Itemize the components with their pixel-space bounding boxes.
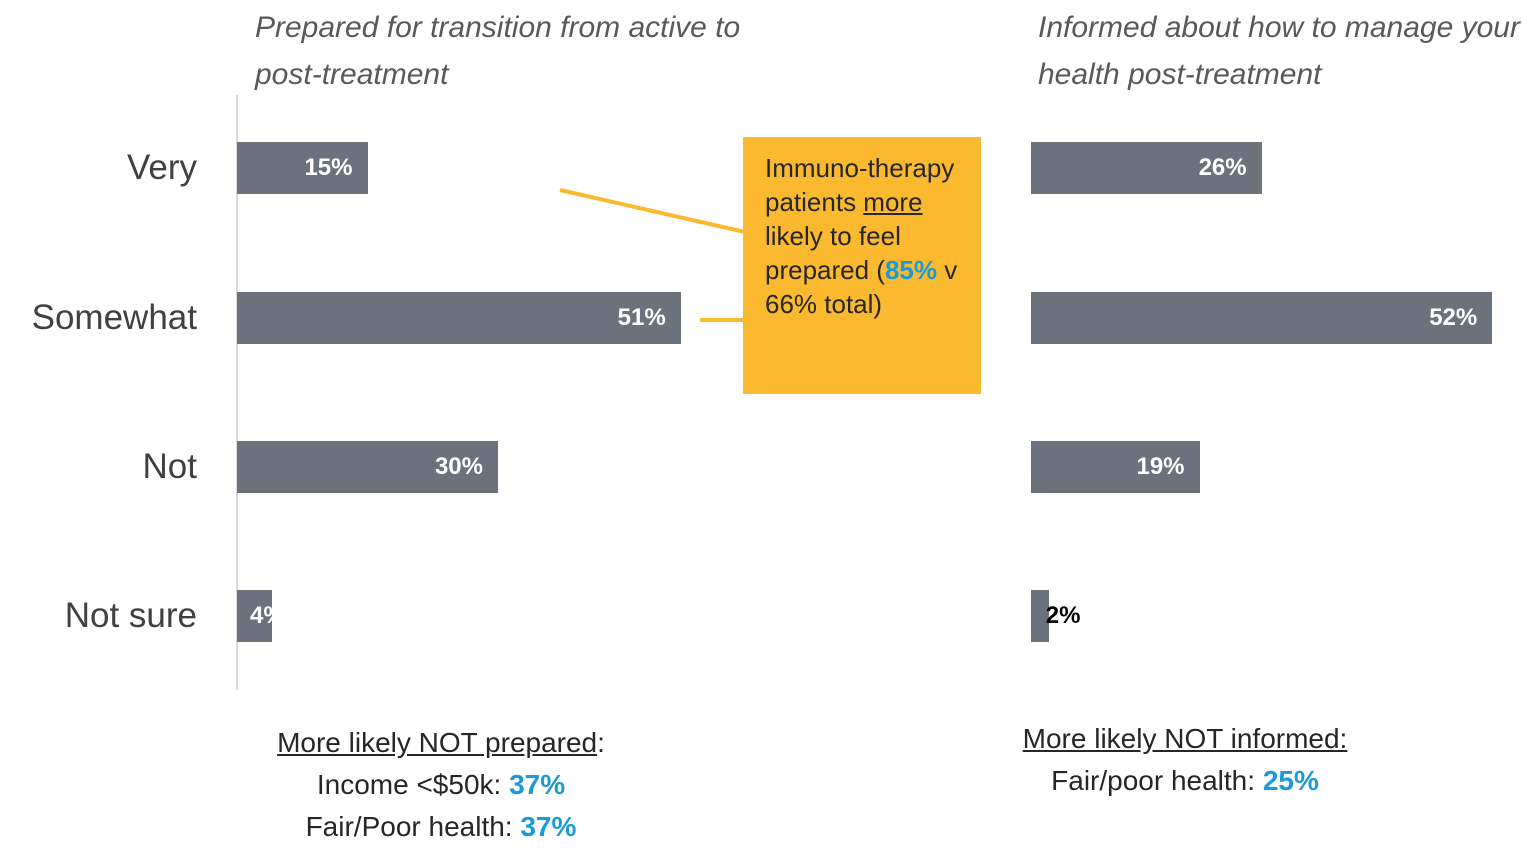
callout-highlight: 85%	[884, 255, 938, 285]
bar-label: 51%	[617, 304, 666, 331]
note-item: Fair/poor health: 25%	[935, 760, 1435, 802]
note: More likely NOT prepared: Income <$50k: …	[191, 722, 691, 848]
category-label: Not	[142, 447, 197, 486]
note-heading: More likely NOT informed:	[935, 718, 1435, 760]
bar: 2%	[1031, 590, 1080, 642]
bar: 51%	[237, 292, 681, 344]
chart-title: Informed about how to manage your health…	[1038, 11, 1520, 91]
note-item: Income <$50k: 37%	[191, 764, 691, 806]
category-label: Not sure	[64, 596, 197, 635]
category-label: Very	[126, 148, 197, 187]
note-heading: More likely NOT prepared:	[191, 722, 691, 764]
note-label: Fair/Poor health:	[305, 811, 521, 842]
note-value: 37%	[509, 769, 566, 800]
note-value: 37%	[520, 811, 577, 842]
callout-emphasis: more	[863, 187, 923, 217]
callout-connector	[559, 188, 746, 234]
callout-text: likely to feel prepared (	[765, 221, 901, 285]
note-heading-text: More likely NOT informed:	[1022, 723, 1348, 754]
bar-label: 2%	[1045, 602, 1081, 629]
bar-label: 52%	[1429, 304, 1478, 331]
note-heading-text: More likely NOT prepared	[277, 727, 598, 758]
callout-text: Immuno-therapy patients	[765, 153, 955, 217]
bar-label: 15%	[304, 154, 353, 181]
bar: 26%	[1031, 142, 1262, 194]
note-label: Income <$50k:	[316, 769, 510, 800]
note: More likely NOT informed: Fair/poor heal…	[935, 718, 1435, 802]
note-heading-text: :	[597, 727, 605, 758]
bar-label: 19%	[1136, 453, 1185, 480]
note-value: 25%	[1262, 765, 1319, 796]
bar: 15%	[237, 142, 368, 194]
bar-label: 4%	[250, 602, 272, 629]
note-item: Fair/Poor health: 37%	[191, 806, 691, 848]
callout-text: v 66% total)	[765, 255, 958, 319]
chart-title: Prepared for transition from active to p…	[255, 11, 741, 91]
bar: 30%	[237, 441, 498, 493]
bar: 52%	[1031, 292, 1493, 344]
bar: 19%	[1031, 441, 1200, 493]
callout: Immuno-therapy patients more likely to f…	[743, 137, 981, 394]
category-label: Somewhat	[31, 298, 197, 337]
bar-label: 30%	[434, 453, 483, 480]
bar: 4%	[237, 590, 272, 642]
bar-label: 26%	[1198, 154, 1247, 181]
note-label: Fair/poor health:	[1051, 765, 1263, 796]
